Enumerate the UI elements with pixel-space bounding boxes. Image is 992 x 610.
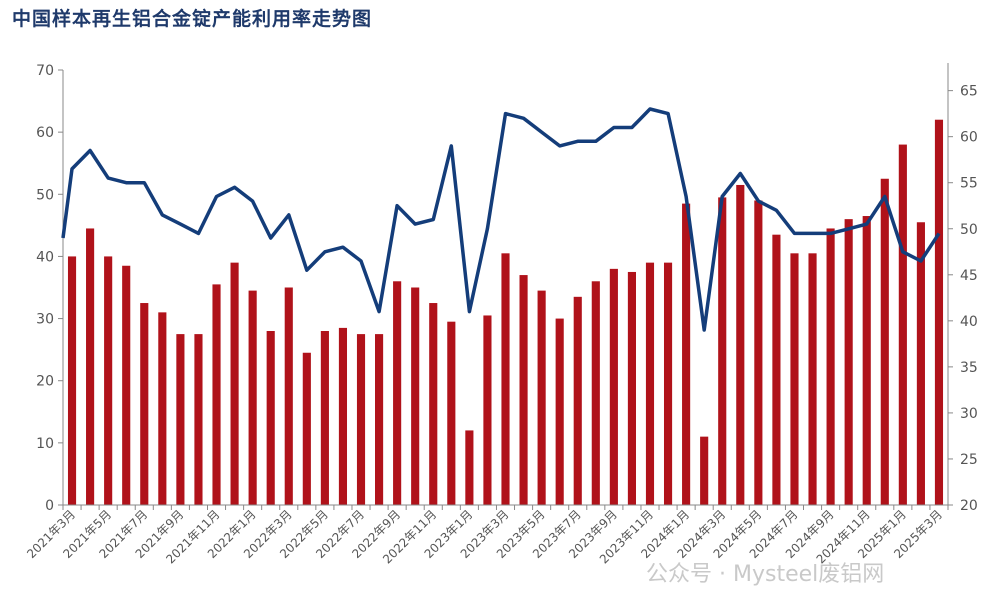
bar: [754, 200, 763, 505]
left-tick-label: 50: [36, 187, 54, 203]
bar: [302, 352, 311, 505]
bar: [266, 331, 275, 505]
bar: [176, 334, 185, 505]
bar: [212, 284, 221, 505]
line-series: [61, 107, 941, 332]
chart-title: 中国样本再生铝合金锭产能利用率走势图: [12, 8, 373, 30]
bar: [411, 287, 420, 505]
right-tick-label: 45: [960, 268, 978, 284]
bar: [375, 334, 384, 505]
bar: [338, 327, 348, 505]
bar: [104, 256, 113, 505]
bar: [86, 228, 95, 505]
bar: [880, 178, 889, 505]
left-tick-label: 70: [36, 63, 54, 79]
bar: [284, 287, 293, 505]
bar: [808, 253, 817, 505]
bar: [158, 312, 167, 505]
left-tick-label: 40: [36, 249, 54, 265]
left-y-axis: 0 10 20 30 40 50 60 70: [36, 63, 64, 514]
bar: [501, 253, 510, 505]
bar: [537, 290, 546, 505]
bar: [429, 303, 438, 505]
bar: [862, 216, 871, 506]
left-tick-label: 20: [36, 374, 54, 390]
bar: [609, 268, 618, 505]
right-tick-label: 40: [960, 314, 978, 330]
bar: [194, 334, 203, 505]
right-tick-label: 55: [960, 176, 978, 192]
bar: [916, 222, 925, 505]
bar: [682, 203, 691, 505]
right-y-axis: 20 25 30 35 40 45 50 55 60 65: [947, 63, 978, 514]
bar: [555, 318, 564, 505]
bar: [320, 331, 329, 505]
left-tick-label: 60: [36, 125, 54, 141]
bar: [844, 219, 853, 505]
bar: [356, 334, 366, 505]
right-tick-label: 65: [960, 84, 978, 100]
utilization-line: [61, 107, 941, 332]
left-tick-label: 0: [45, 498, 54, 514]
bar: [898, 144, 907, 506]
bar: [140, 303, 149, 505]
bar: [718, 197, 727, 505]
bar: [393, 281, 402, 505]
left-tick-label: 30: [36, 312, 54, 328]
bar: [826, 228, 835, 505]
bar: [447, 321, 456, 505]
bar-series: [67, 119, 944, 506]
bar: [591, 281, 600, 505]
bar: [772, 234, 781, 505]
bar: [736, 184, 745, 505]
right-tick-label: 50: [960, 222, 978, 238]
bar: [627, 271, 636, 505]
right-tick-label: 60: [960, 130, 978, 146]
bar: [645, 262, 655, 505]
watermark-text: 公众号 · Mysteel废铝网: [646, 562, 885, 587]
bar: [67, 256, 77, 505]
right-tick-label: 20: [960, 498, 978, 514]
left-tick-label: 10: [36, 436, 54, 452]
bar: [573, 296, 582, 505]
bar: [790, 253, 799, 505]
bar: [230, 262, 239, 505]
bar: [248, 290, 257, 505]
bar: [934, 119, 944, 505]
bar: [122, 265, 131, 505]
bar: [465, 430, 474, 505]
right-tick-label: 25: [960, 452, 978, 468]
right-tick-label: 35: [960, 360, 978, 376]
bar: [483, 315, 492, 505]
bar: [663, 262, 673, 505]
right-tick-label: 30: [960, 406, 978, 422]
bar: [700, 436, 709, 505]
bar: [519, 275, 528, 505]
